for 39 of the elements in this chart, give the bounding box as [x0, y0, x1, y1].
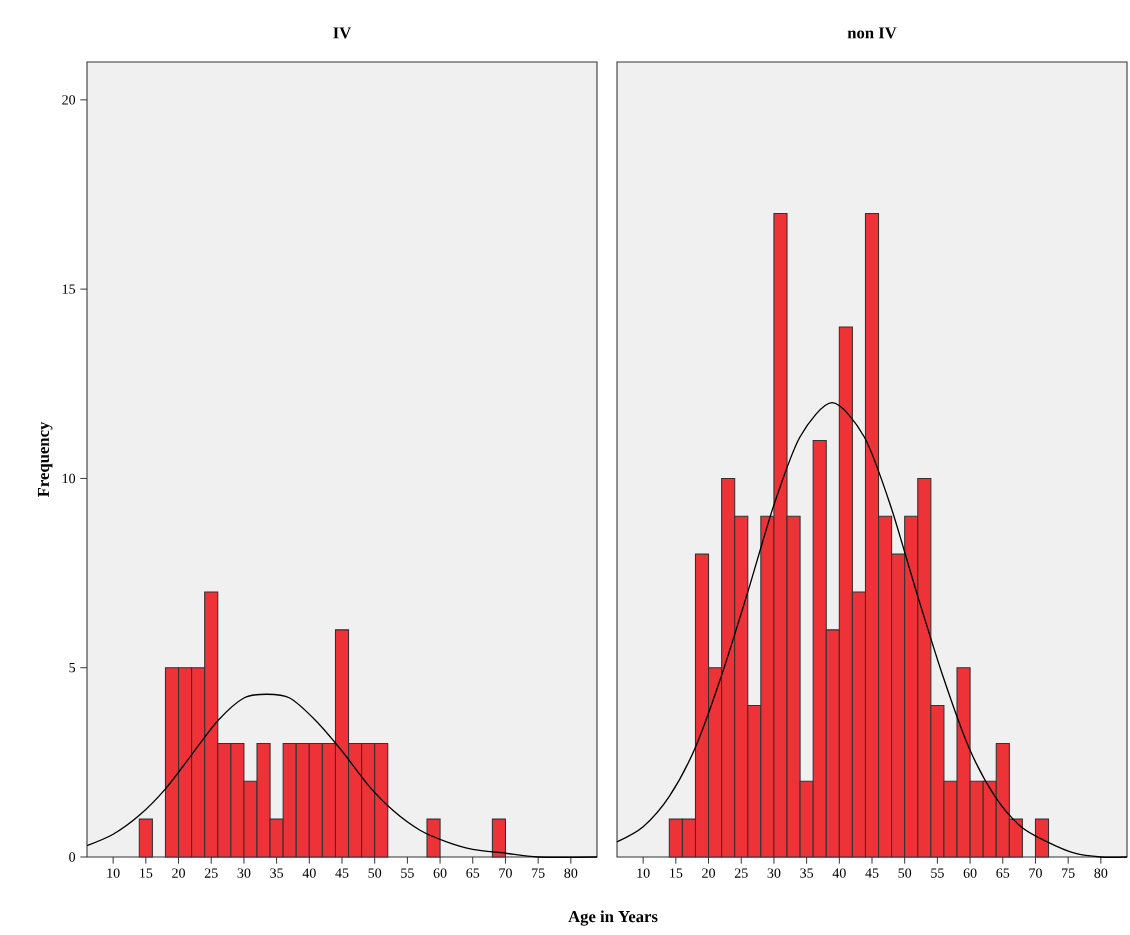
x-tick-label: 25: [734, 868, 748, 878]
x-tick-label: 70: [499, 868, 512, 878]
x-tick-label: 15: [670, 868, 683, 878]
x-tick-label: 55: [401, 868, 414, 878]
y-axis-title: Frequency: [37, 421, 53, 498]
x-tick-label: 55: [931, 868, 944, 878]
x-tick-label: 20: [702, 868, 716, 878]
x-tick-label: 35: [800, 868, 814, 878]
x-tick-label: 80: [1094, 868, 1108, 878]
chart-title: non IV: [847, 27, 897, 39]
x-tick-label: 10: [637, 868, 650, 878]
x-tick-label: 40: [832, 868, 846, 878]
x-tick-label: 75: [532, 868, 545, 878]
x-tick-label: 35: [270, 868, 284, 878]
x-tick-label: 50: [368, 868, 382, 878]
chart-title: IV: [333, 27, 352, 39]
x-tick-label: 40: [302, 868, 316, 878]
y-tick-label: 10: [62, 473, 76, 484]
x-tick-label: 65: [466, 868, 480, 878]
x-tick-label: 25: [204, 868, 218, 878]
x-tick-label: 20: [172, 868, 185, 878]
x-tick-label: 60: [433, 868, 447, 878]
x-tick-label: 10: [107, 868, 120, 878]
x-tick-label: 65: [996, 868, 1010, 878]
x-tick-label: 75: [1062, 868, 1075, 878]
x-tick-label: 30: [237, 868, 251, 878]
x-tick-label: 70: [1029, 868, 1042, 878]
x-tick-label: 50: [898, 868, 912, 878]
x-tick-label: 45: [865, 868, 879, 878]
y-tick-label: 0: [69, 852, 76, 862]
x-tick-label: 30: [767, 868, 781, 878]
x-tick-label: 15: [140, 868, 153, 878]
x-axis-title: Age in Years: [568, 910, 658, 926]
x-tick-label: 60: [963, 868, 977, 878]
y-tick-label: 20: [62, 95, 76, 105]
x-tick-label: 45: [335, 868, 349, 878]
x-tick-label: 80: [564, 868, 578, 878]
y-tick-label: 15: [62, 284, 76, 294]
y-tick-label: 5: [69, 663, 76, 673]
